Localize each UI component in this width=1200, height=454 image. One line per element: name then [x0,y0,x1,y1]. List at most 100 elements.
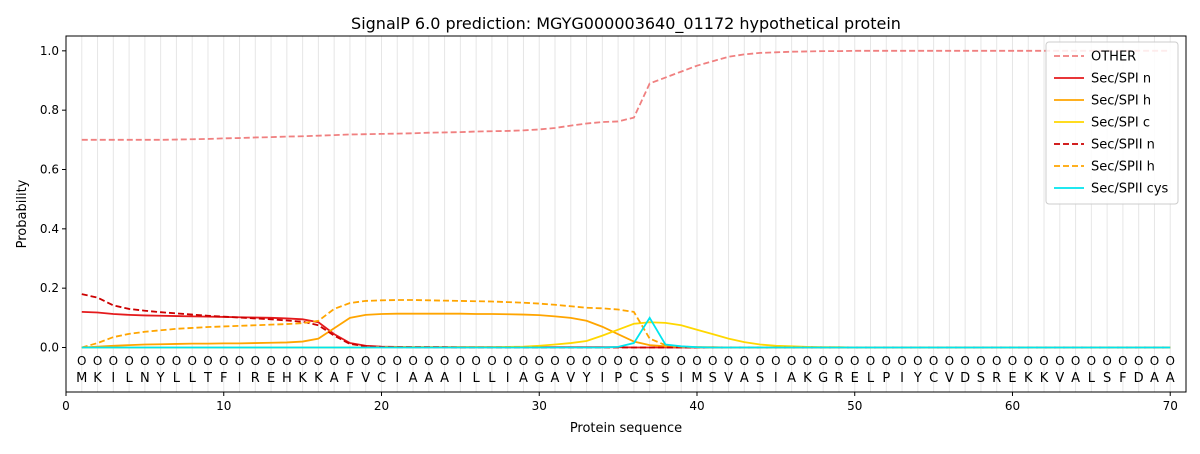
grid-layer [81,36,1171,392]
residue-marker: O [156,354,165,368]
residue-marker: O [1055,354,1064,368]
residue-marker: O [172,354,181,368]
residue-letter: K [93,371,102,386]
residue-letter: L [867,371,875,386]
residue-marker: O [393,354,402,368]
residue-marker: O [377,354,386,368]
residue-letter: G [818,371,828,386]
residue-letter: K [314,371,323,386]
residue-letter: K [1024,371,1033,386]
residue-marker: O [945,354,954,368]
residue-letter: A [519,371,528,386]
x-tick-label: 30 [532,399,547,413]
legend-box [1045,41,1179,205]
residue-marker: O [676,354,685,368]
residue-letter: K [1040,371,1049,386]
residue-letter: S [661,371,669,386]
residue-marker: O [755,354,764,368]
residue-letter: I [111,371,115,386]
residue-marker: O [187,354,196,368]
residue-letter: L [173,371,181,386]
residue-letter: I [679,371,683,386]
chart-title: SignalP 6.0 prediction: MGYG000003640_01… [351,14,901,34]
x-tick-label: 10 [216,399,231,413]
residue-letter: G [534,371,544,386]
residue-marker: O [487,354,496,368]
residue-marker: O [661,354,670,368]
residue-marker: O [960,354,969,368]
residue-marker: O [1008,354,1017,368]
x-tick-label: 20 [374,399,389,413]
residue-letter: R [251,371,260,386]
residue-letter: P [614,371,622,386]
sequence-layer: OMOKOIOLONOYOLOLOTOFOIOROEOHOKOKOAOFOVOC… [76,354,1175,386]
residue-letter: I [395,371,399,386]
x-tick-label: 50 [847,399,862,413]
residue-marker: O [787,354,796,368]
residue-letter: T [203,371,212,386]
y-tick-label: 0.8 [40,103,59,117]
residue-marker: O [582,354,591,368]
residue-letter: A [1166,371,1175,386]
residue-letter: A [409,371,418,386]
residue-marker: O [566,354,575,368]
residue-marker: O [550,354,559,368]
residue-marker: O [1165,354,1174,368]
residue-marker: O [1087,354,1096,368]
residue-letter: V [361,371,370,386]
residue-letter: S [756,371,764,386]
residue-marker: O [424,354,433,368]
residue-letter: I [506,371,510,386]
residue-marker: O [834,354,843,368]
residue-marker: O [329,354,338,368]
series-line-0 [81,49,1171,141]
residue-marker: O [408,354,417,368]
residue-letter: E [267,371,275,386]
residue-marker: O [803,354,812,368]
residue-marker: O [850,354,859,368]
legend-label: Sec/SPII n [1091,138,1155,153]
residue-marker: O [976,354,985,368]
residue-letter: K [803,371,812,386]
residue-marker: O [645,354,654,368]
residue-letter: R [992,371,1001,386]
residue-letter: A [330,371,339,386]
residue-letter: A [787,371,796,386]
residue-marker: O [1024,354,1033,368]
residue-letter: A [1071,371,1080,386]
residue-letter: A [1150,371,1159,386]
residue-letter: I [600,371,604,386]
x-axis: 0 10 20 30 40 50 60 70 [62,392,1178,413]
residue-letter: L [488,371,496,386]
series-line-6 [81,316,1171,349]
residue-letter: R [834,371,843,386]
residue-marker: O [219,354,228,368]
residue-letter: Y [582,371,591,386]
x-tick-label: 70 [1163,399,1178,413]
residue-letter: Y [913,371,922,386]
plot-frame [65,35,1187,393]
legend-label: Sec/SPII cys [1091,182,1169,197]
residue-letter: S [1103,371,1111,386]
residue-marker: O [1039,354,1048,368]
residue-letter: N [140,371,150,386]
residue-marker: O [140,354,149,368]
residue-letter: D [960,371,970,386]
residue-marker: O [692,354,701,368]
residue-letter: I [458,371,462,386]
residue-marker: O [519,354,528,368]
residue-marker: O [77,354,86,368]
residue-marker: O [203,354,212,368]
residue-letter: C [929,371,938,386]
legend-label: Sec/SPI n [1091,72,1151,87]
y-axis-label: Probability [15,179,30,248]
x-tick-label: 40 [689,399,704,413]
residue-marker: O [913,354,922,368]
residue-letter: V [1055,371,1064,386]
residue-letter: C [629,371,638,386]
residue-marker: O [992,354,1001,368]
residue-letter: L [189,371,197,386]
x-tick-label: 0 [62,399,70,413]
residue-marker: O [266,354,275,368]
